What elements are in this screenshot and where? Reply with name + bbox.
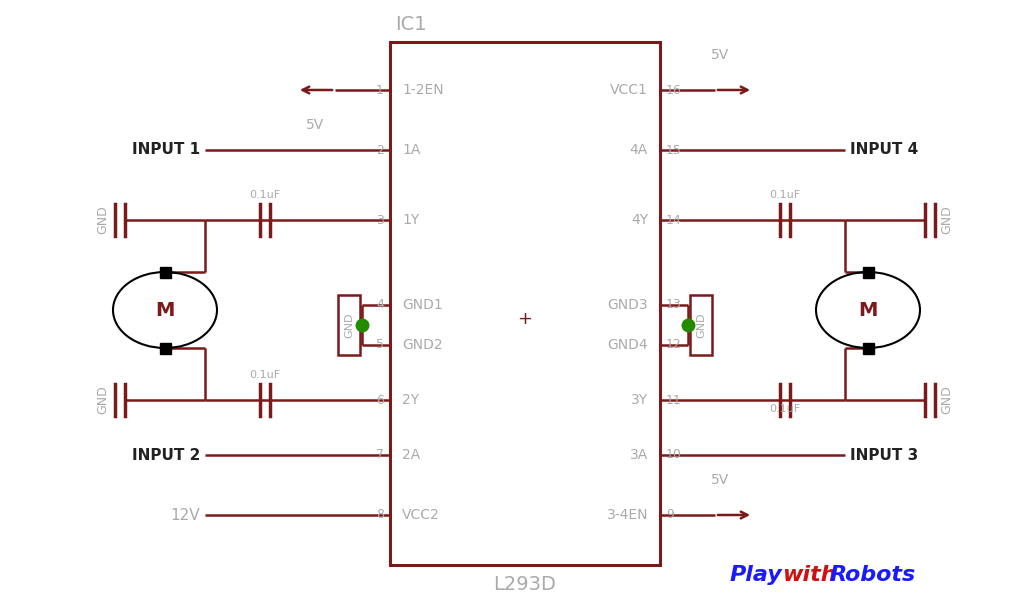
- Text: INPUT 1: INPUT 1: [132, 143, 200, 157]
- Text: GND2: GND2: [402, 338, 442, 352]
- Bar: [338, 295, 359, 355]
- Text: 5V: 5V: [306, 118, 324, 132]
- Text: INPUT 4: INPUT 4: [850, 143, 918, 157]
- Bar: [863, 343, 874, 354]
- Text: Play: Play: [730, 565, 783, 585]
- Text: 1A: 1A: [402, 143, 420, 157]
- Text: VCC1: VCC1: [611, 83, 648, 97]
- Text: 1-2EN: 1-2EN: [402, 83, 443, 97]
- Text: 16: 16: [666, 84, 682, 97]
- Text: 4A: 4A: [630, 143, 648, 157]
- Text: 5: 5: [376, 339, 384, 351]
- Text: 1: 1: [376, 84, 384, 97]
- Text: GND1: GND1: [402, 298, 443, 312]
- Text: 3-4EN: 3-4EN: [606, 508, 648, 522]
- Text: 5V: 5V: [711, 473, 729, 487]
- Text: GND: GND: [96, 385, 109, 415]
- Text: GND: GND: [344, 312, 354, 337]
- Text: 15: 15: [666, 143, 682, 157]
- Text: INPUT 2: INPUT 2: [131, 447, 200, 463]
- Text: 0.1uF: 0.1uF: [249, 370, 281, 380]
- Bar: [390, 42, 660, 565]
- Text: 4: 4: [376, 299, 384, 311]
- Text: GND: GND: [940, 385, 953, 415]
- Text: GND: GND: [696, 312, 706, 337]
- Text: 1Y: 1Y: [402, 213, 419, 227]
- Text: 11: 11: [666, 393, 682, 407]
- Text: L293D: L293D: [494, 575, 557, 594]
- Text: 12V: 12V: [170, 507, 200, 523]
- Text: 2Y: 2Y: [402, 393, 419, 407]
- Text: 3Y: 3Y: [631, 393, 648, 407]
- Text: 2: 2: [376, 143, 384, 157]
- Text: +: +: [518, 310, 532, 328]
- Text: 14: 14: [666, 214, 682, 226]
- Text: 2A: 2A: [402, 448, 420, 462]
- Text: VCC2: VCC2: [402, 508, 440, 522]
- Text: 13: 13: [666, 299, 682, 311]
- Text: 3A: 3A: [630, 448, 648, 462]
- Bar: [160, 267, 171, 278]
- Text: 0.1uF: 0.1uF: [249, 190, 281, 200]
- Text: GND4: GND4: [607, 338, 648, 352]
- Text: 8: 8: [376, 509, 384, 521]
- Text: 7: 7: [376, 449, 384, 461]
- Text: 4Y: 4Y: [631, 213, 648, 227]
- Text: 5V: 5V: [711, 48, 729, 62]
- Text: INPUT 3: INPUT 3: [850, 447, 918, 463]
- Text: GND: GND: [940, 206, 953, 234]
- Text: 3: 3: [376, 214, 384, 226]
- Text: with: with: [782, 565, 837, 585]
- Text: Robots: Robots: [829, 565, 916, 585]
- Text: 10: 10: [666, 449, 682, 461]
- Text: IC1: IC1: [395, 15, 427, 34]
- Text: GND: GND: [96, 206, 109, 234]
- Text: 0.1uF: 0.1uF: [770, 190, 801, 200]
- Bar: [160, 343, 171, 354]
- Text: M: M: [155, 300, 175, 319]
- Text: 9: 9: [666, 509, 674, 521]
- Text: GND3: GND3: [607, 298, 648, 312]
- Text: 6: 6: [376, 393, 384, 407]
- Text: 12: 12: [666, 339, 682, 351]
- Bar: [863, 267, 874, 278]
- Text: 0.1uF: 0.1uF: [770, 404, 801, 414]
- Bar: [690, 295, 712, 355]
- Text: M: M: [858, 300, 878, 319]
